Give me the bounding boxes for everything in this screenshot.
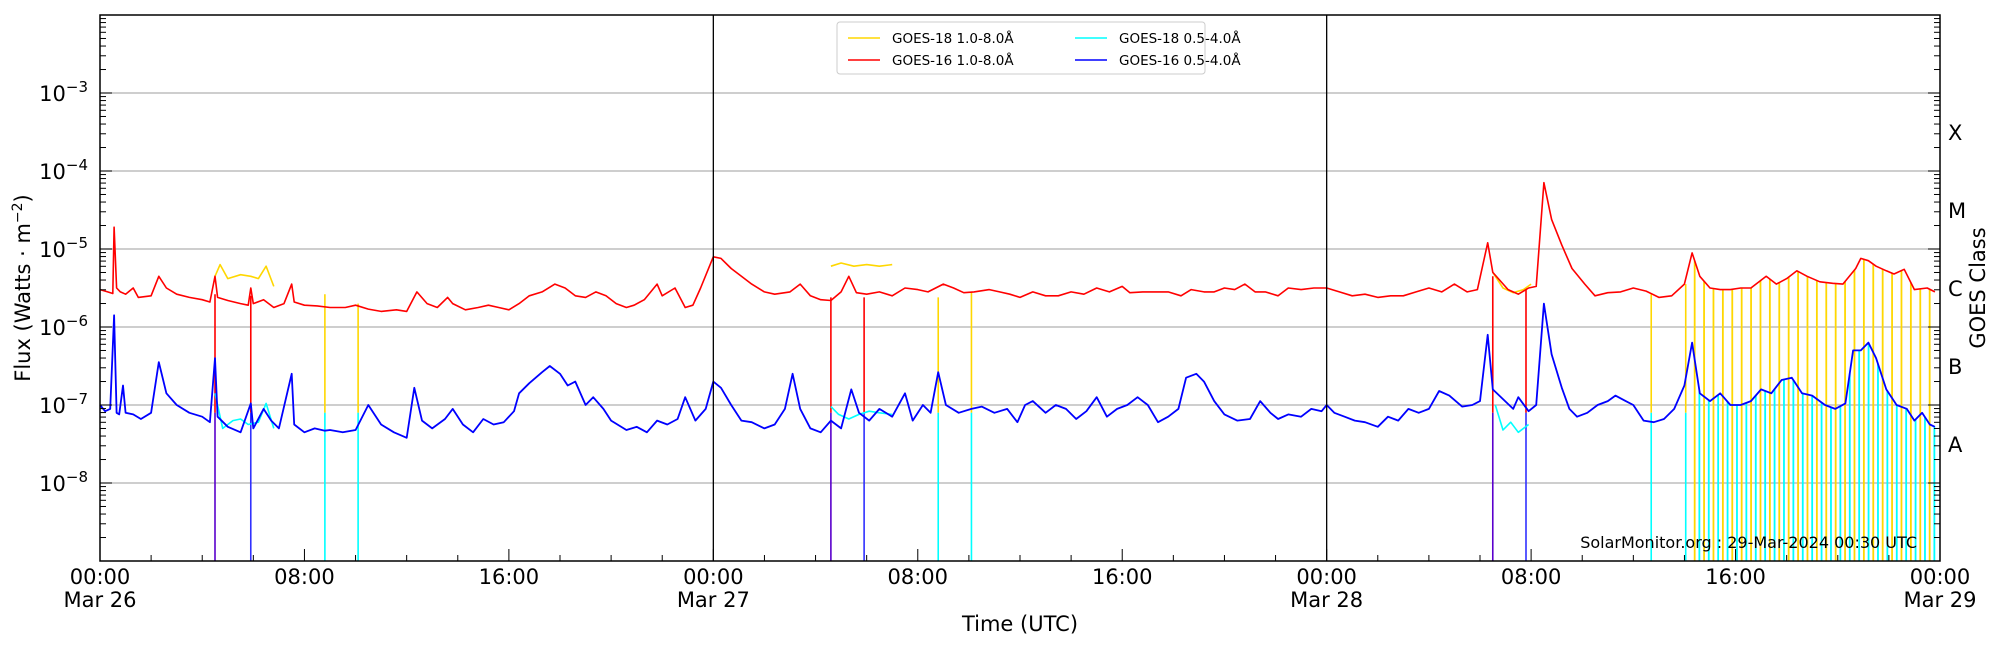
- x-tick-date: Mar 29: [1903, 588, 1976, 612]
- series-line: [830, 262, 893, 267]
- legend-label: GOES-18 1.0-8.0Å: [892, 30, 1014, 47]
- goes-class-label: A: [1948, 433, 1963, 457]
- hatched-region: [1693, 259, 1936, 561]
- goes-class-axis: X M C B A: [1948, 121, 1966, 457]
- y-tick-label: 10−3: [39, 78, 88, 106]
- goes-class-label: M: [1948, 199, 1966, 223]
- x-tick-time: 16:00: [1092, 565, 1153, 589]
- legend-label: GOES-16 1.0-8.0Å: [892, 52, 1014, 69]
- x-tick-time: 08:00: [888, 565, 949, 589]
- y-tick-label: 10−8: [39, 468, 88, 496]
- data-dropouts: [214, 276, 1687, 561]
- x-tick-time: 00:00: [70, 565, 131, 589]
- data-series: [99, 181, 1936, 439]
- x-tick-date: Mar 27: [677, 588, 750, 612]
- plot-area-frame: [99, 14, 1941, 562]
- legend-box: [836, 21, 1206, 75]
- series-line: [214, 263, 275, 287]
- x-tick-time: 00:00: [683, 565, 744, 589]
- x-tick-time: 00:00: [1910, 565, 1971, 589]
- legend-label: GOES-18 0.5-4.0Å: [1119, 30, 1241, 47]
- x-tick-time: 00:00: [1296, 565, 1357, 589]
- x-tick-time: 16:00: [479, 565, 540, 589]
- x-tick-time: 08:00: [274, 565, 335, 589]
- day-dividers: [712, 15, 1328, 561]
- x-tick-time: 08:00: [1501, 565, 1562, 589]
- gridlines: [100, 92, 1940, 484]
- series-line: [830, 406, 893, 420]
- legend-label: GOES-16 0.5-4.0Å: [1119, 52, 1241, 69]
- series-line: [99, 181, 1936, 313]
- y-axis-title: Flux (Watts · m−2): [10, 194, 35, 382]
- legend: GOES-18 1.0-8.0Å GOES-18 0.5-4.0Å GOES-16 …: [836, 21, 1241, 75]
- series-line: [99, 302, 1936, 439]
- x-tick-date: Mar 28: [1290, 588, 1363, 612]
- right-axis-title: GOES Class: [1966, 227, 1990, 348]
- y-tick-label: 10−5: [39, 234, 88, 262]
- goes-class-label: X: [1948, 121, 1962, 145]
- goes-class-label: C: [1948, 277, 1963, 301]
- y-tick-label: 10−4: [39, 156, 88, 184]
- x-tick-date: Mar 26: [63, 588, 136, 612]
- y-tick-label: 10−6: [39, 312, 88, 340]
- x-tick-time: 16:00: [1705, 565, 1766, 589]
- series-line: [1494, 404, 1530, 434]
- x-axis-title: Time (UTC): [961, 612, 1078, 636]
- y-axis-ticks: 10−3 10−4 10−5 10−6 10−7 10−8: [39, 18, 1940, 539]
- watermark: SolarMonitor.org : 29-Mar-2024 00:30 UTC: [1580, 533, 1917, 552]
- y-tick-label: 10−7: [39, 390, 88, 418]
- goes-class-label: B: [1948, 355, 1962, 379]
